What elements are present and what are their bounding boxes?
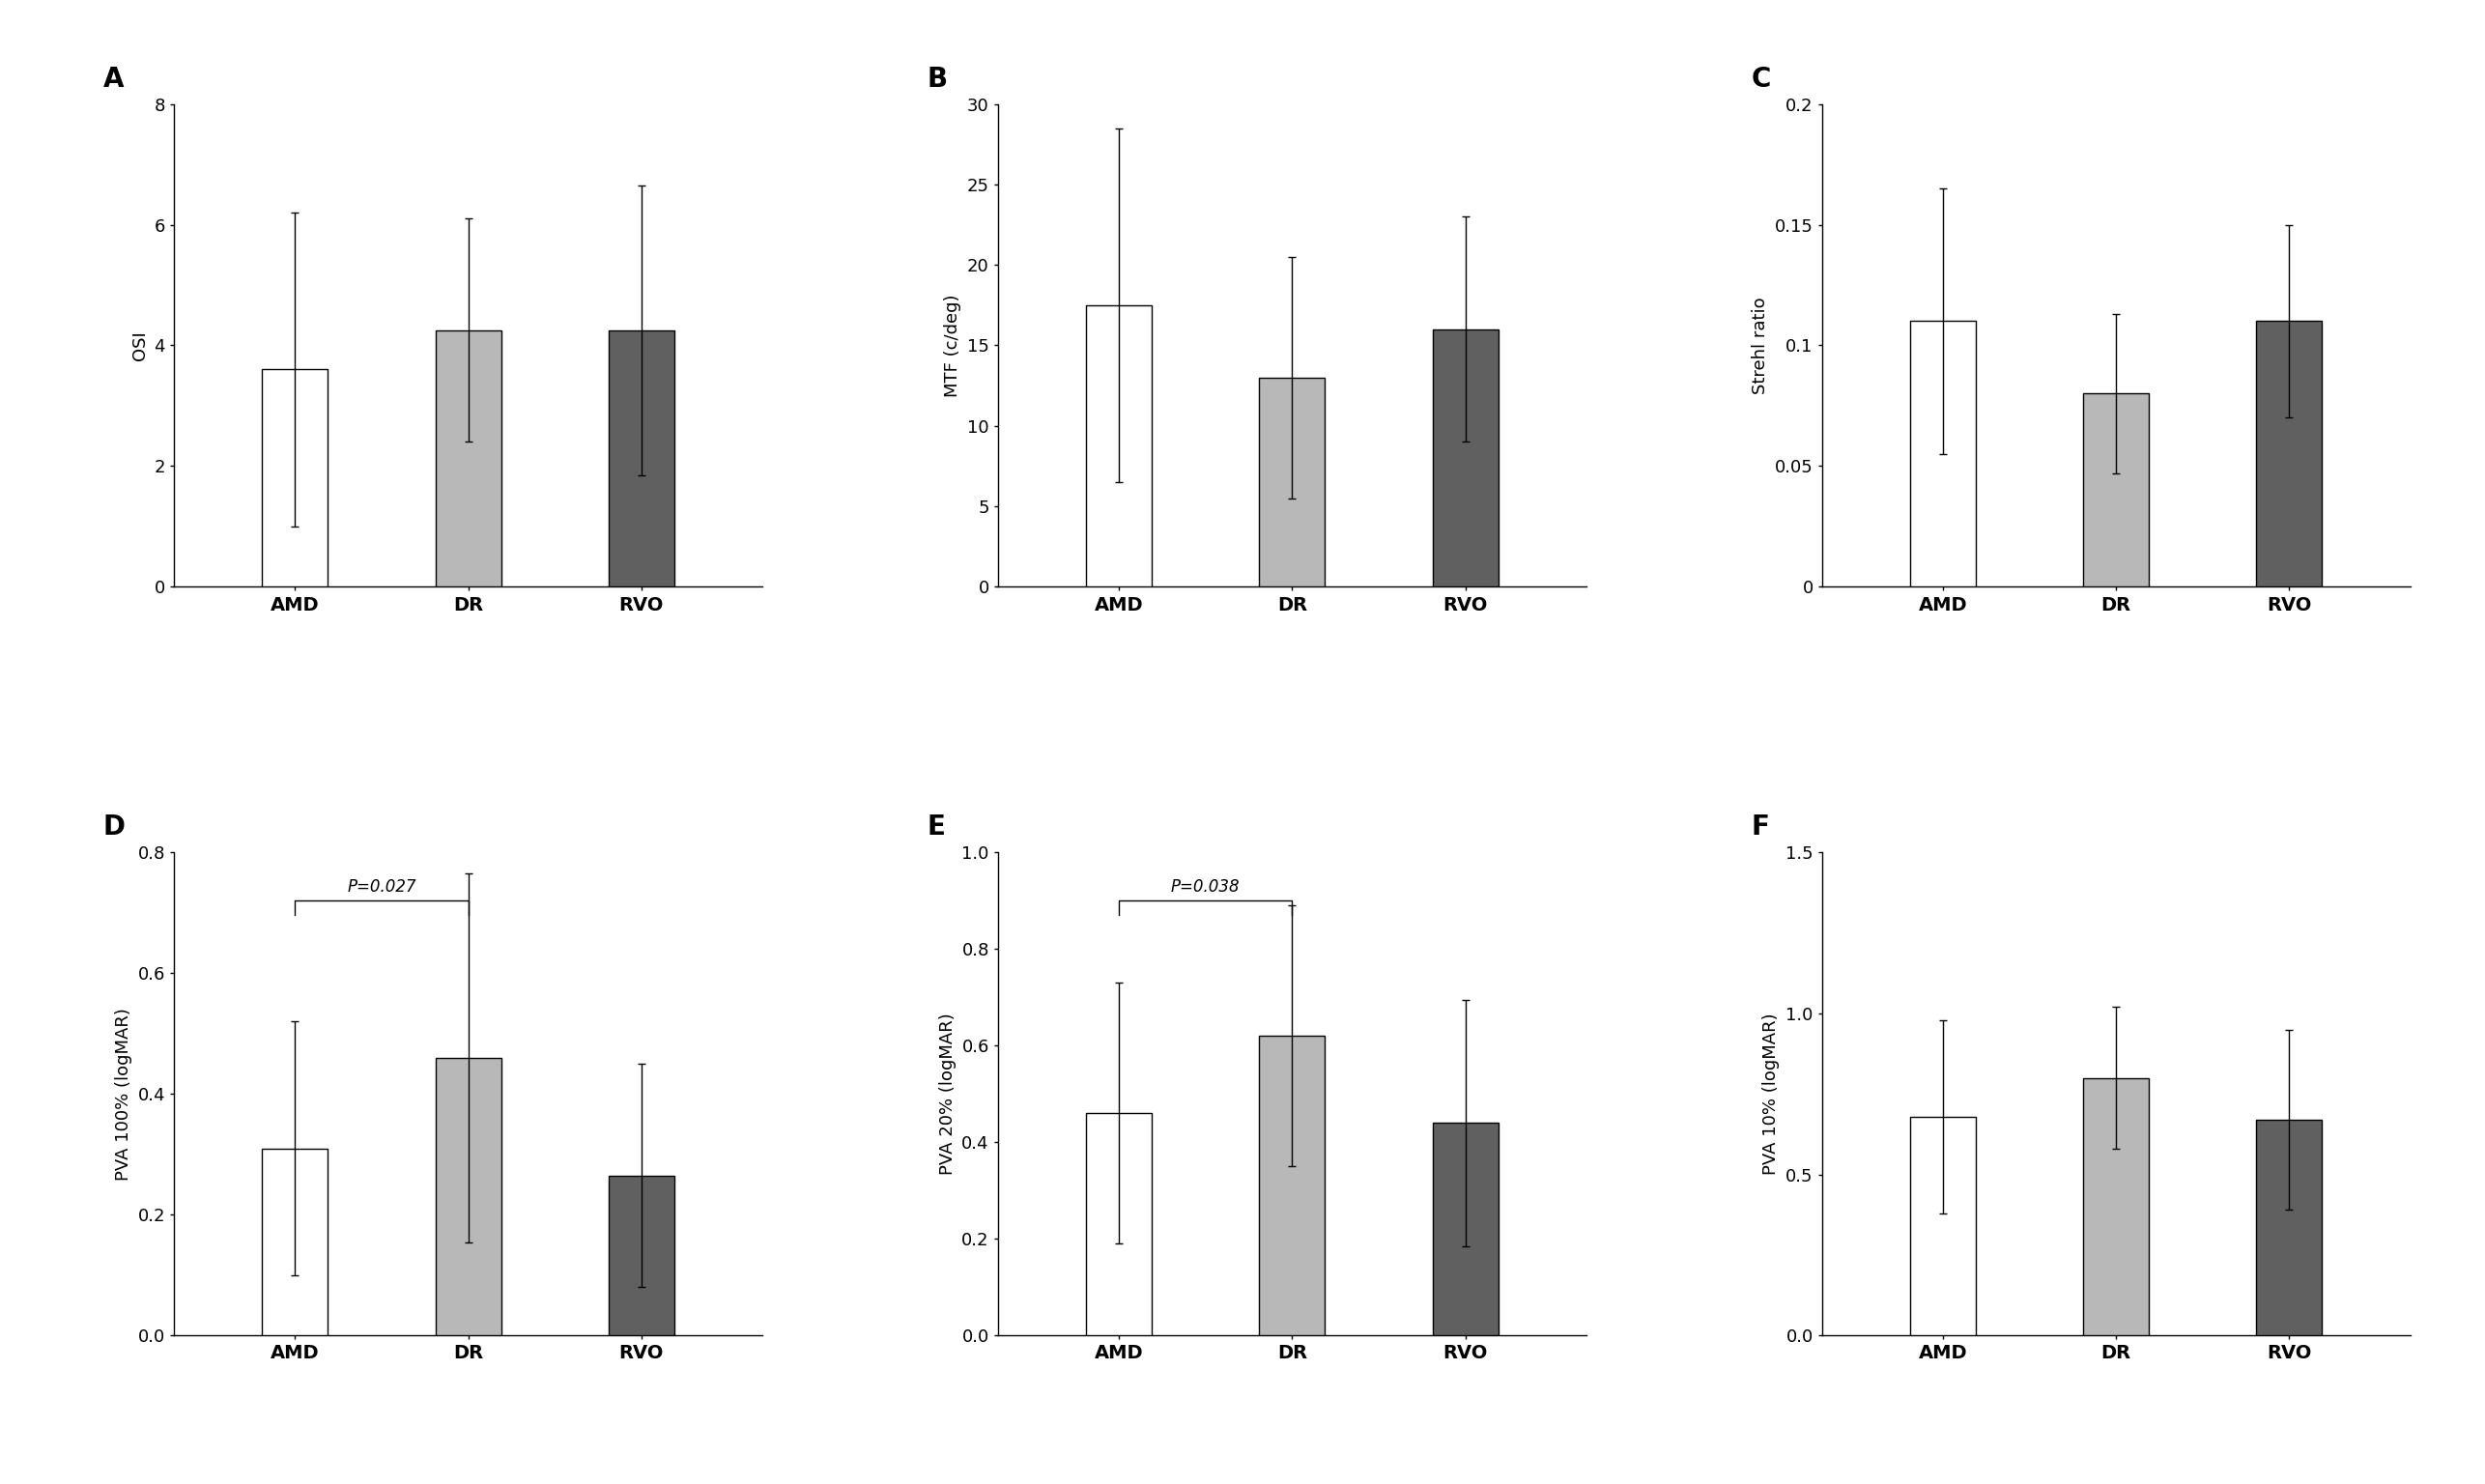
Y-axis label: PVA 20% (logMAR): PVA 20% (logMAR) xyxy=(939,1014,957,1175)
Bar xyxy=(2256,1120,2321,1336)
Text: D: D xyxy=(104,813,127,841)
Bar xyxy=(263,370,328,586)
Bar xyxy=(1911,1116,1976,1336)
Text: F: F xyxy=(1752,813,1769,841)
Bar xyxy=(435,1058,502,1336)
Y-axis label: PVA 100% (logMAR): PVA 100% (logMAR) xyxy=(114,1008,132,1180)
Text: P=0.038: P=0.038 xyxy=(1170,879,1240,896)
Bar xyxy=(2082,393,2150,586)
Text: C: C xyxy=(1752,65,1772,92)
Bar xyxy=(1911,321,1976,586)
Text: A: A xyxy=(104,65,124,92)
Y-axis label: PVA 10% (logMAR): PVA 10% (logMAR) xyxy=(1762,1014,1779,1175)
Bar xyxy=(1431,329,1498,586)
Bar xyxy=(1260,377,1325,586)
Bar xyxy=(1431,1123,1498,1336)
Bar xyxy=(1086,1113,1153,1336)
Text: P=0.027: P=0.027 xyxy=(348,879,417,896)
Bar xyxy=(2256,321,2321,586)
Bar xyxy=(609,1175,673,1336)
Y-axis label: OSI: OSI xyxy=(132,331,149,361)
Y-axis label: MTF (c/deg): MTF (c/deg) xyxy=(944,294,962,396)
Bar xyxy=(609,331,673,586)
Text: B: B xyxy=(927,65,947,92)
Bar xyxy=(1260,1036,1325,1336)
Bar xyxy=(435,331,502,586)
Bar xyxy=(263,1149,328,1336)
Text: E: E xyxy=(927,813,944,841)
Y-axis label: Strehl ratio: Strehl ratio xyxy=(1752,297,1769,395)
Bar xyxy=(1086,306,1153,586)
Bar xyxy=(2082,1077,2150,1336)
